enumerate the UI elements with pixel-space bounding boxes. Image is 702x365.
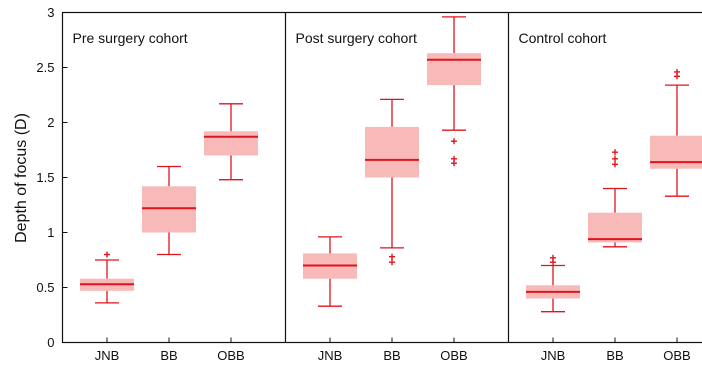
x-tick-label: JNB	[95, 348, 120, 363]
box-bb: BB	[588, 149, 642, 363]
box-bb: BB	[365, 98, 419, 363]
box-obb: OBB	[427, 16, 481, 363]
x-tick-label: JNB	[541, 348, 566, 363]
box-bb: BB	[142, 165, 196, 363]
plot-frame	[61, 11, 702, 344]
iqr-box	[650, 135, 702, 169]
iqr-box	[365, 126, 419, 178]
x-tick-label: BB	[383, 348, 400, 363]
iqr-box	[427, 53, 481, 86]
y-tick-label: 3	[47, 5, 54, 20]
y-axis-label: Depth of focus (D)	[13, 113, 30, 243]
y-tick-label: 0	[47, 335, 54, 350]
x-tick-label: OBB	[217, 348, 244, 363]
box-obb: OBB	[650, 68, 702, 363]
box-obb: OBB	[204, 103, 258, 363]
iqr-box	[142, 186, 196, 233]
iqr-box	[204, 131, 258, 156]
y-tick-label: 2	[47, 115, 54, 130]
y-tick-label: 1	[47, 225, 54, 240]
y-tick-label: 0.5	[36, 280, 54, 295]
box-jnb: JNB	[80, 251, 134, 363]
x-tick-label: BB	[160, 348, 177, 363]
box-jnb: JNB	[526, 254, 580, 363]
x-tick-label: OBB	[663, 348, 690, 363]
panel-title: Pre surgery cohort	[73, 30, 188, 46]
panel-title: Post surgery cohort	[296, 30, 417, 46]
panel-2: Post surgery cohort JNB BB OBB	[284, 12, 481, 363]
x-tick-label: OBB	[440, 348, 467, 363]
panel-3: Control cohort JNB BB OBB	[507, 12, 702, 363]
iqr-box	[588, 212, 642, 243]
box-jnb: JNB	[303, 236, 357, 363]
y-tick-label: 2.5	[36, 60, 54, 75]
x-tick-label: BB	[606, 348, 623, 363]
panel-title: Control cohort	[519, 30, 607, 46]
panel-1: Pre surgery cohort JNB BB OBB	[73, 30, 258, 363]
x-tick-label: JNB	[318, 348, 343, 363]
y-tick-label: 1.5	[36, 170, 54, 185]
